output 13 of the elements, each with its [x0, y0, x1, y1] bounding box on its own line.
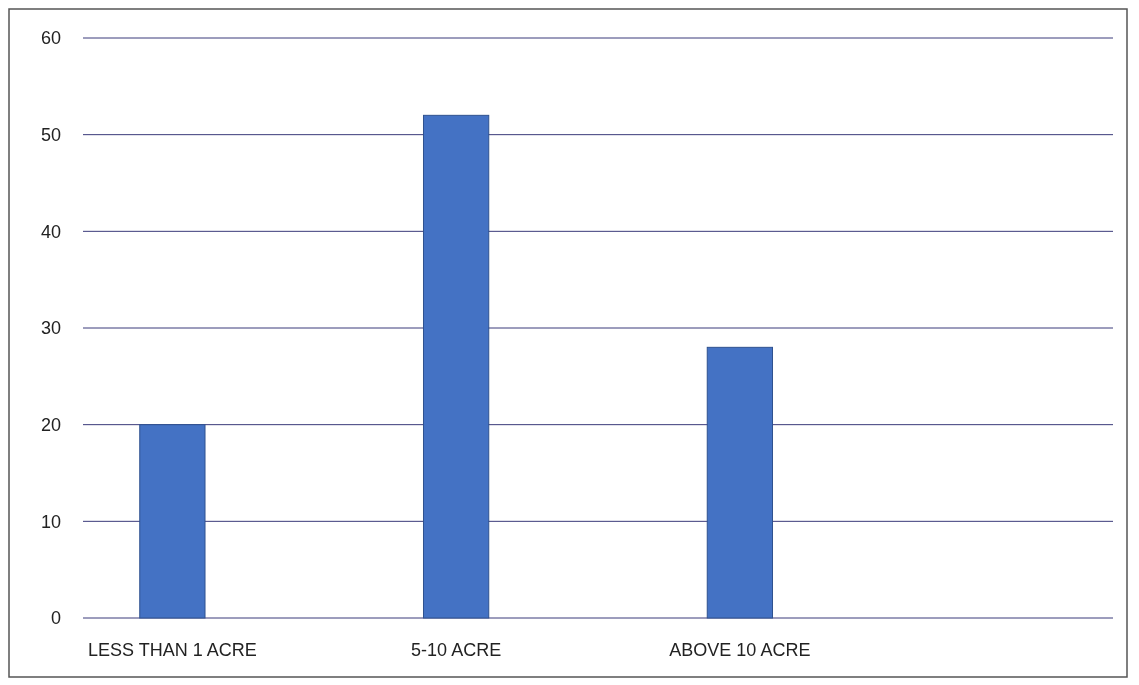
x-tick-label: LESS THAN 1 ACRE: [88, 640, 257, 660]
y-tick-label: 40: [40, 221, 61, 242]
y-tick-label: 60: [40, 28, 61, 49]
y-tick-label: 30: [40, 318, 61, 339]
y-tick-label: 20: [40, 414, 61, 435]
bar: [706, 346, 773, 619]
bar: [423, 114, 490, 619]
x-tick-label: 5-10 ACRE: [411, 640, 502, 660]
y-tick-label: 0: [50, 608, 61, 629]
bar: [139, 424, 206, 619]
y-tick-label: 50: [40, 124, 61, 145]
x-tick-label: ABOVE 10 ACRE: [669, 640, 811, 660]
y-tick-label: 10: [40, 511, 61, 532]
